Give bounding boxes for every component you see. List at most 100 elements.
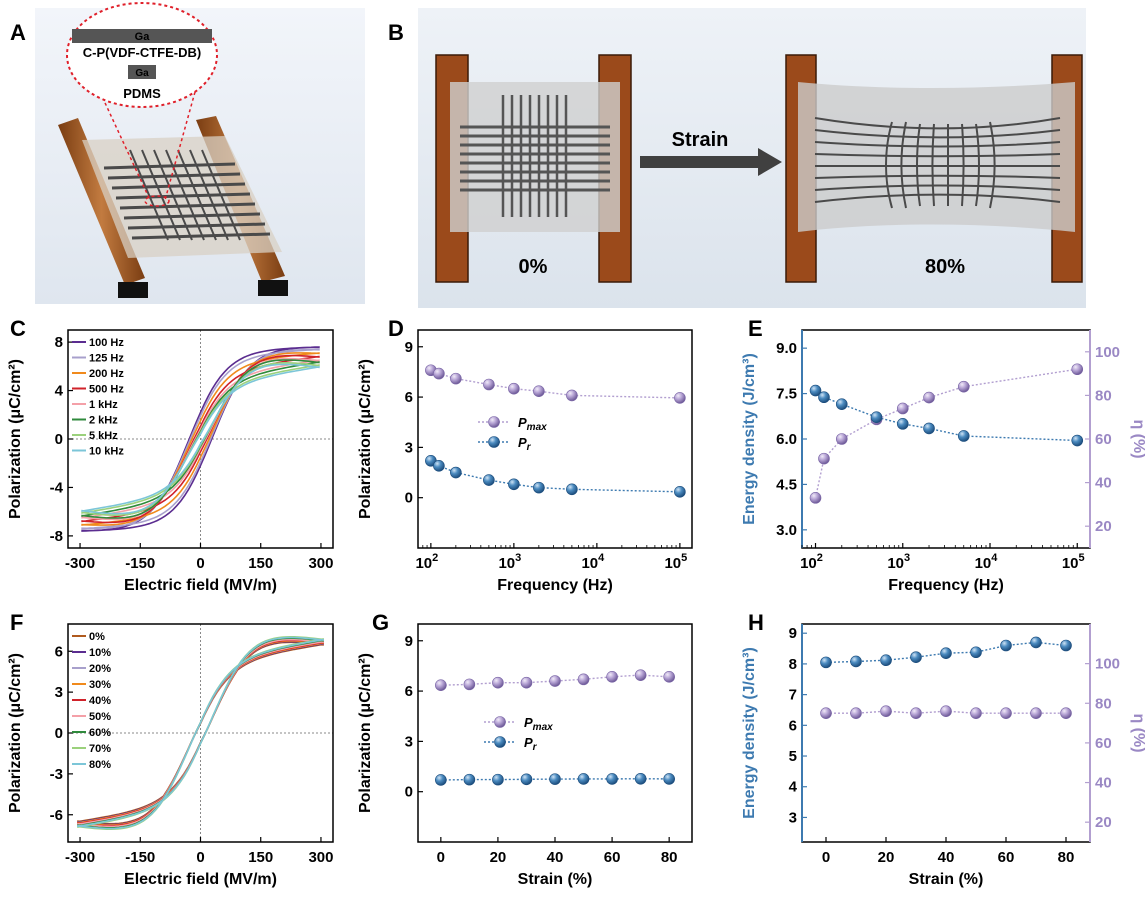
- diagram-b-grid-0: [460, 95, 610, 217]
- diagram-a-callout: Ga C-P(VDF-CTFE-DB) Ga PDMS: [66, 2, 218, 207]
- efficiency-point-E-5: [923, 391, 935, 404]
- x-tick-label-H-2: 40: [938, 849, 955, 866]
- y-tick-label-G-2: 6: [405, 683, 413, 700]
- chart-H: 0 20 40 60 80 3 4 5 6 7 8 9 20 40 60 80 100 Strain (%) Ene…: [741, 623, 1145, 888]
- efficiency-point-H-6: [1000, 707, 1012, 719]
- chart-F: -300 -150 0 150 300 -6 -3 0 3 6 Electric field (MV…: [7, 623, 334, 888]
- legend-label-F-5: 50%: [89, 711, 111, 723]
- y-tick-label-E-2: 6.0: [776, 431, 797, 448]
- loop-C-3: [81, 354, 320, 524]
- pdms-label: PDMS: [123, 86, 161, 101]
- strain-0-label: 0%: [519, 256, 548, 278]
- y-tick-label-C-0: -8: [50, 528, 63, 545]
- efficiency-point-H-1: [850, 707, 862, 719]
- point-D-0-5: [533, 385, 545, 398]
- efficiency-point-H-8: [1060, 707, 1072, 719]
- legend-label-F-3: 30%: [89, 679, 111, 691]
- diagram-b-grid-80: [814, 117, 1061, 209]
- x-tick-label-C-0: -300: [65, 555, 95, 572]
- panel-label-f: F: [10, 610, 23, 635]
- loop-C-7: [81, 363, 320, 515]
- x-tick-label-H-3: 60: [998, 849, 1015, 866]
- point-G-1-1: [463, 773, 476, 786]
- energy-point-H-6: [1000, 639, 1012, 652]
- y2-tick-label-E-0: 20: [1095, 518, 1112, 535]
- legend-marker-D-0: [488, 416, 500, 428]
- y2-tick-label-E-2: 60: [1095, 431, 1112, 448]
- x-tick-label-H-4: 80: [1058, 849, 1075, 866]
- energy-point-H-5: [970, 646, 982, 659]
- point-G-0-1: [463, 678, 476, 691]
- legend-marker-G-1: [494, 736, 506, 748]
- point-G-0-6: [606, 671, 618, 683]
- strain-arrow-label: Strain: [672, 129, 729, 151]
- y-axis-label-G: Polarization (μC/cm²): [357, 653, 374, 813]
- efficiency-point-H-3: [910, 707, 922, 719]
- x-axis-label-D: Frequency (Hz): [497, 577, 613, 594]
- legend-label-F-7: 70%: [89, 743, 111, 755]
- point-D-0-1: [433, 367, 445, 380]
- point-D-1-4: [508, 478, 520, 491]
- efficiency-point-H-4: [940, 705, 952, 718]
- legend-label-G-0: Pmax: [524, 715, 553, 733]
- energy-point-E-3: [870, 411, 883, 424]
- plot-frame-G: [417, 623, 693, 843]
- legend-marker-G-0: [494, 716, 506, 728]
- y-tick-label-C-1: -4: [50, 479, 64, 496]
- x-axis-label-C: Electric field (MV/m): [124, 577, 277, 594]
- point-D-0-2: [450, 372, 462, 385]
- y-tick-label-D-2: 6: [405, 389, 413, 406]
- x-axis-label-E: Frequency (Hz): [888, 577, 1004, 594]
- legend-label-C-5: 2 kHz: [89, 415, 118, 427]
- x-tick-label-G-3: 60: [604, 849, 621, 866]
- x-tick-label-E-0: 102: [800, 552, 823, 572]
- legend-label-F-8: 80%: [89, 759, 111, 771]
- efficiency-point-H-5: [970, 707, 982, 719]
- point-G-0-5: [577, 673, 590, 686]
- y-tick-label-G-3: 9: [405, 633, 413, 650]
- legend-label-F-0: 0%: [89, 631, 105, 643]
- energy-point-H-1: [850, 655, 862, 668]
- x-axis-label-G: Strain (%): [518, 871, 593, 888]
- legend-label-C-2: 200 Hz: [89, 368, 124, 380]
- y2-tick-label-H-2: 60: [1095, 735, 1112, 752]
- legend-label-G-1: Pr: [524, 735, 538, 753]
- efficiency-point-H-2: [880, 705, 892, 718]
- legend-label-F-2: 20%: [89, 663, 111, 675]
- legend-label-C-3: 500 Hz: [89, 384, 124, 396]
- x-tick-exponent: 3: [904, 552, 910, 564]
- efficiency-point-E-2: [835, 433, 848, 445]
- x-tick-exponent: 2: [432, 552, 438, 564]
- y-tick-label-H-3: 6: [789, 717, 797, 734]
- y-tick-label-G-0: 0: [405, 784, 413, 801]
- energy-point-E-7: [1071, 434, 1084, 447]
- y-axis-label-H: Energy density (J/cm³): [741, 647, 758, 819]
- x-tick-label-E-1: 103: [887, 552, 910, 572]
- energy-point-E-6: [957, 430, 970, 442]
- diagram-a: Ga C-P(VDF-CTFE-DB) Ga PDMS: [35, 2, 365, 304]
- y-axis-label-D: Polarization (μC/cm²): [357, 359, 374, 519]
- x-tick-label-C-4: 300: [308, 555, 333, 572]
- legend-label-F-6: 60%: [89, 727, 111, 739]
- energy-point-E-0: [809, 384, 822, 397]
- point-G-1-8: [663, 773, 675, 785]
- point-G-0-7: [634, 669, 647, 681]
- ga-bottom-label: Ga: [135, 68, 149, 79]
- x-tick-label-G-1: 20: [490, 849, 507, 866]
- efficiency-point-E-1: [818, 452, 830, 465]
- y2-tick-label-H-0: 20: [1095, 814, 1112, 831]
- legend-label-C-4: 1 kHz: [89, 399, 118, 411]
- y2-tick-label-H-4: 100: [1095, 656, 1120, 673]
- efficiency-point-E-0: [809, 492, 822, 504]
- y-tick-label-H-5: 8: [789, 656, 797, 673]
- diagram-b-film-0: [450, 82, 620, 232]
- strain-arrow: [640, 148, 782, 176]
- point-D-0-7: [674, 392, 686, 404]
- energy-point-E-4: [896, 418, 909, 430]
- legend-label-C-0: 100 Hz: [89, 337, 124, 349]
- energy-point-H-2: [880, 654, 892, 667]
- x-tick-exponent: 5: [681, 552, 687, 564]
- ga-bottom-layer: [128, 65, 156, 79]
- y-tick-label-E-4: 9.0: [776, 340, 797, 357]
